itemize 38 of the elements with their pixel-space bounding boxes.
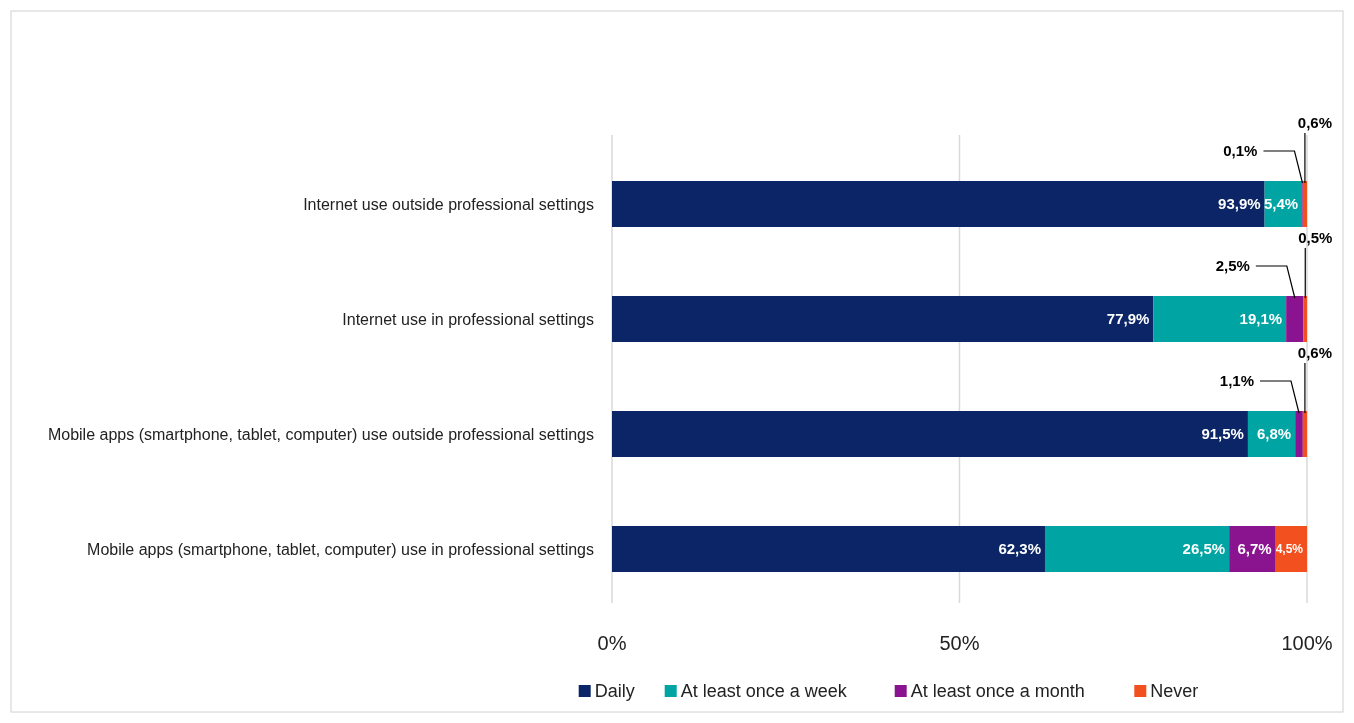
x-tick-label: 100%	[1281, 632, 1333, 654]
data-label: 93,9%	[1218, 195, 1261, 213]
bar	[612, 181, 1265, 227]
data-label: 0,5%	[1298, 229, 1333, 247]
data-label: 19,1%	[1239, 310, 1283, 328]
bar	[1302, 411, 1307, 457]
bar	[612, 296, 1154, 342]
data-label: 6,7%	[1237, 540, 1272, 558]
x-tick-label: 0%	[597, 632, 627, 654]
legend-label: At least once a week	[680, 681, 848, 702]
data-label: 6,8%	[1256, 425, 1292, 443]
legend-label: Never	[1150, 681, 1199, 702]
bar	[1295, 411, 1303, 457]
legend-label: At least once a month	[910, 681, 1085, 702]
y-tick-label: Mobile apps (smartphone, tablet, computer) use outside professional settings	[47, 425, 594, 443]
bar	[1229, 526, 1276, 572]
data-label: 0,1%	[1223, 142, 1258, 160]
y-tick-label: Internet use in professional settings	[342, 310, 594, 328]
data-label: 1,1%	[1219, 372, 1255, 390]
data-label: 0,6%	[1297, 114, 1333, 132]
x-tick-label: 50%	[939, 632, 980, 654]
data-label: 5,4%	[1263, 195, 1299, 213]
bar	[612, 411, 1248, 457]
bar	[1286, 296, 1304, 342]
y-tick-label: Internet use outside professional settings	[303, 195, 594, 213]
bar	[1302, 181, 1307, 227]
y-tick-label: Mobile apps (smartphone, tablet, computer) use in professional settings	[87, 540, 594, 558]
data-label: 91,5%	[1201, 425, 1244, 443]
data-label: 62,3%	[998, 540, 1041, 558]
data-label: 0,6%	[1297, 344, 1333, 362]
data-label: 2,5%	[1215, 257, 1250, 275]
bar	[1153, 296, 1287, 342]
data-label: 77,9%	[1106, 310, 1150, 328]
bar	[612, 526, 1045, 572]
bar	[1044, 526, 1230, 572]
legend-label: Daily	[594, 681, 635, 702]
data-label: 4,5%	[1275, 542, 1304, 557]
data-label: 26,5%	[1182, 540, 1226, 558]
